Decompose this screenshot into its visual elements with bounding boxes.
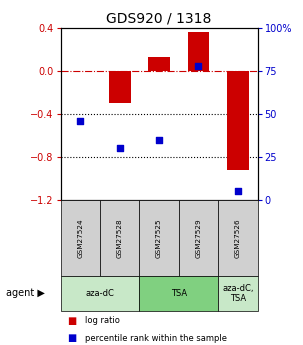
Title: GDS920 / 1318: GDS920 / 1318 [106,11,212,25]
Text: ■: ■ [67,333,76,343]
Text: GSM27526: GSM27526 [235,218,241,258]
Bar [148,57,170,71]
Point [196,63,201,68]
Text: ■: ■ [67,316,76,326]
Bar [227,71,249,170]
Text: GSM27524: GSM27524 [77,218,83,258]
Text: GSM27528: GSM27528 [117,218,123,258]
Text: GSM27525: GSM27525 [156,218,162,258]
Point [117,146,122,151]
Point [235,189,240,194]
Bar [109,71,131,103]
Text: TSA: TSA [171,289,187,298]
Text: percentile rank within the sample: percentile rank within the sample [85,334,227,343]
Text: GSM27529: GSM27529 [195,218,201,258]
Point [157,137,161,142]
Text: aza-dC,
TSA: aza-dC, TSA [222,284,254,303]
Point [78,118,83,124]
Text: log ratio: log ratio [85,316,120,325]
Bar [188,32,209,71]
Text: agent ▶: agent ▶ [6,288,45,298]
Text: aza-dC: aza-dC [85,289,115,298]
